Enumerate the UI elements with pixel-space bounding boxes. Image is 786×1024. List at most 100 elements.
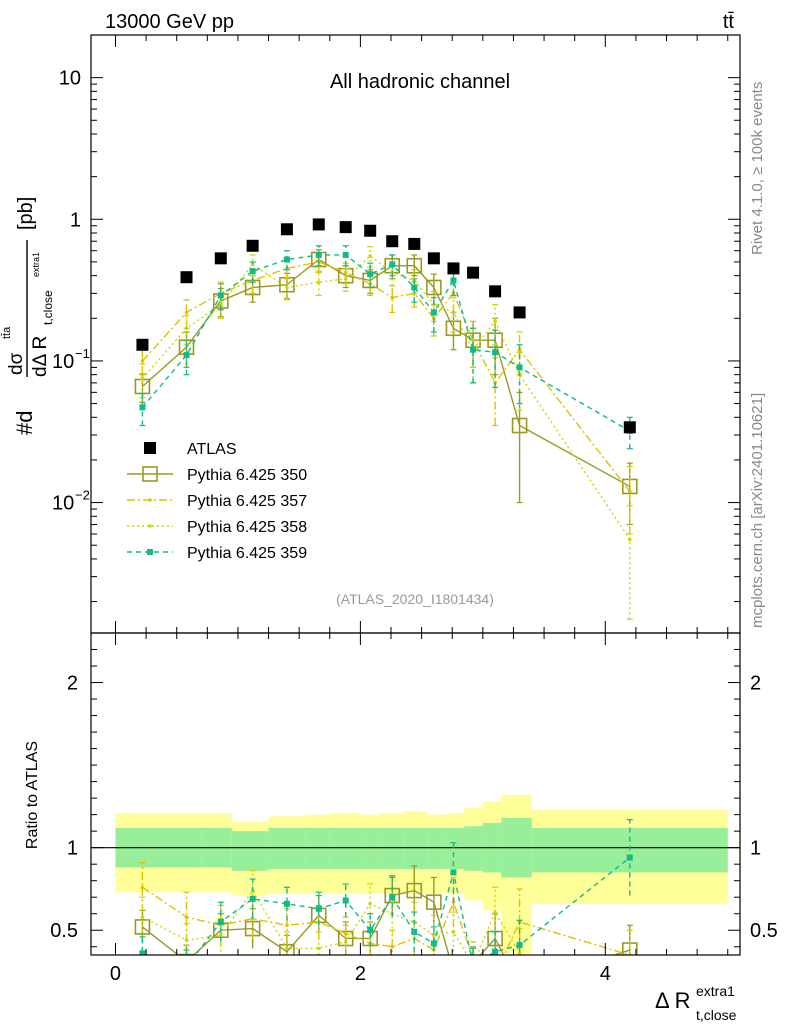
mc-point-dot — [140, 915, 145, 919]
mc-point-open-square — [406, 882, 423, 899]
mc-point-dot — [451, 930, 456, 934]
mc-point-square — [217, 292, 224, 299]
main-ylabel: #d dσ tt̄a dΔ R t,close extra1 [pb] — [1, 197, 55, 435]
mc-point-dot — [390, 944, 395, 949]
mc-point-open-square — [511, 417, 528, 434]
mc-point-square — [430, 940, 437, 947]
mc-point-dot — [184, 938, 189, 942]
mc-point-square — [470, 962, 476, 968]
ratio-ytick-label-left: 1 — [67, 838, 78, 860]
atlas-data-point — [144, 442, 156, 454]
legend-label: Pythia 6.425 357 — [187, 493, 307, 510]
mc-point-square — [389, 894, 396, 901]
main-series-pythia-6-425-358 — [139, 246, 633, 620]
main-ytick-label: 1 — [70, 209, 81, 231]
mc-point-dot — [148, 524, 152, 528]
atlas-data-point — [513, 306, 526, 319]
mc-point-dot — [148, 498, 152, 502]
mc-point-dot — [285, 946, 289, 951]
ratio-ytick-label-right: 1 — [750, 838, 761, 860]
main-ytick-exponent: −1 — [75, 346, 90, 361]
mc-point-square — [147, 549, 153, 555]
xlabel-sub: t,close — [696, 1007, 737, 1023]
main-frame — [90, 34, 741, 634]
mc-point-dot — [219, 302, 223, 307]
mc-point-square — [249, 268, 256, 275]
atlas-data-point — [489, 285, 502, 298]
ratio-ytick-label-right: 0.5 — [750, 920, 778, 942]
ratio-ylabel: Ratio to ATLAS — [24, 741, 41, 849]
mc-point-square — [315, 905, 322, 912]
mc-point-open-square — [446, 965, 460, 979]
mc-point-dot — [343, 931, 348, 936]
mc-point-square — [183, 352, 190, 359]
mc-point-dot — [343, 939, 348, 944]
ylabel-denominator-sub: t,close — [41, 290, 55, 325]
mc-point-dot — [140, 376, 145, 381]
atlas-data-point — [623, 421, 636, 434]
stat-uncertainty-band — [268, 827, 306, 870]
mc-point-dot — [471, 957, 475, 961]
rivet-label: Rivet 4.1.0, ≥ 100k events — [749, 82, 766, 255]
ylabel-denominator: dΔ R — [30, 336, 51, 377]
mc-point-square — [367, 271, 374, 278]
mc-point-open-square — [142, 466, 158, 482]
xtick-label: 2 — [355, 963, 366, 985]
mc-point-dot — [390, 295, 395, 300]
series-line — [141, 254, 631, 432]
series-line — [141, 258, 631, 488]
atlas-data-point — [467, 266, 480, 279]
mc-point-dot — [627, 489, 632, 494]
mc-point-square — [450, 277, 457, 284]
mc-point-dot — [184, 310, 189, 315]
mc-point-square — [516, 364, 523, 371]
stat-uncertainty-band — [403, 827, 428, 870]
mc-point-square — [470, 346, 477, 353]
mc-point-square — [492, 948, 499, 955]
ylabel-hash-d: #d — [12, 411, 37, 435]
mc-point-dot — [493, 973, 497, 977]
legend-label: ATLAS — [187, 441, 237, 458]
ratio-ytick-label-left: 0.5 — [50, 920, 78, 942]
mc-point-dot — [219, 933, 223, 937]
mc-point-dot — [451, 310, 456, 315]
mc-point-square — [492, 349, 499, 356]
chart-title: All hadronic channel — [330, 71, 510, 93]
mc-point-square — [342, 897, 349, 904]
atlas-data-point — [136, 338, 149, 351]
atlas-data-point — [364, 224, 377, 237]
main-ytick-label: 10 — [52, 351, 74, 373]
mc-point-dot — [184, 326, 189, 331]
ratio-frame — [90, 632, 741, 956]
main-ytick-label: 10 — [59, 68, 81, 90]
atlas-data-point — [408, 237, 421, 250]
mc-point-dot — [140, 885, 145, 890]
mc-point-square — [411, 284, 418, 291]
ylabel-unit: [pb] — [15, 197, 37, 230]
ratio-ytick-label-left: 2 — [67, 673, 78, 695]
stat-uncertainty-band — [378, 827, 404, 870]
stat-uncertainty-band — [464, 826, 483, 871]
analysis-label: (ATLAS_2020_I1801434) — [336, 591, 494, 607]
stat-uncertainty-band — [305, 827, 330, 870]
mc-point-dot — [343, 277, 348, 281]
mc-point-dot — [627, 537, 632, 542]
atlas-data-point — [386, 235, 399, 248]
xlabel: Δ R — [655, 988, 690, 1013]
atlas-data-point — [427, 252, 440, 265]
process-label: tt̄ — [723, 11, 735, 33]
mc-point-dot — [343, 270, 348, 275]
xlabel-sup: extra1 — [696, 983, 735, 999]
ratio-line — [142, 889, 528, 955]
mc-point-square — [411, 928, 418, 935]
legend: ATLAS Pythia 6.425 350 Pythia 6.425 357 Pyt… — [127, 441, 307, 562]
stat-uncertainty-band — [329, 827, 361, 870]
mc-point-square — [139, 404, 146, 411]
mc-point-square — [626, 854, 633, 861]
mc-point-square — [139, 950, 146, 955]
mc-point-square — [184, 964, 190, 970]
mc-point-open-square — [426, 894, 442, 910]
stat-uncertainty-band — [360, 827, 379, 870]
